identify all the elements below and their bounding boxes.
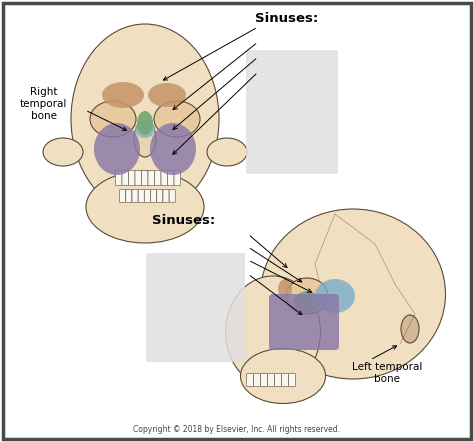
Ellipse shape	[315, 279, 355, 313]
Ellipse shape	[240, 348, 326, 404]
FancyBboxPatch shape	[151, 190, 156, 202]
Ellipse shape	[43, 138, 83, 166]
FancyBboxPatch shape	[132, 190, 138, 202]
FancyBboxPatch shape	[142, 171, 148, 186]
FancyBboxPatch shape	[254, 373, 260, 386]
FancyBboxPatch shape	[148, 171, 155, 186]
Ellipse shape	[401, 315, 419, 343]
FancyBboxPatch shape	[138, 190, 144, 202]
Ellipse shape	[135, 120, 155, 138]
Ellipse shape	[226, 276, 320, 388]
Ellipse shape	[278, 279, 292, 299]
FancyBboxPatch shape	[274, 373, 282, 386]
FancyBboxPatch shape	[135, 171, 142, 186]
FancyBboxPatch shape	[289, 373, 295, 386]
FancyBboxPatch shape	[122, 171, 128, 186]
Ellipse shape	[286, 278, 328, 314]
Ellipse shape	[134, 121, 156, 157]
Ellipse shape	[90, 101, 136, 137]
FancyBboxPatch shape	[3, 3, 471, 439]
Ellipse shape	[94, 123, 140, 175]
Ellipse shape	[148, 83, 186, 107]
FancyBboxPatch shape	[246, 373, 254, 386]
Ellipse shape	[154, 101, 200, 137]
FancyBboxPatch shape	[268, 373, 274, 386]
FancyBboxPatch shape	[261, 373, 267, 386]
FancyBboxPatch shape	[126, 190, 132, 202]
Text: Copyright © 2018 by Elsevier, Inc. All rights reserved.: Copyright © 2018 by Elsevier, Inc. All r…	[134, 425, 340, 434]
FancyBboxPatch shape	[157, 190, 163, 202]
Ellipse shape	[261, 209, 446, 379]
Ellipse shape	[102, 82, 144, 108]
Text: Sinuses:: Sinuses:	[152, 214, 215, 227]
FancyBboxPatch shape	[169, 190, 175, 202]
FancyBboxPatch shape	[246, 50, 338, 174]
Ellipse shape	[71, 24, 219, 214]
FancyBboxPatch shape	[163, 190, 169, 202]
FancyBboxPatch shape	[119, 190, 126, 202]
Ellipse shape	[86, 171, 204, 243]
FancyBboxPatch shape	[174, 171, 181, 186]
FancyBboxPatch shape	[155, 171, 161, 186]
FancyBboxPatch shape	[282, 373, 288, 386]
Text: Left temporal
bone: Left temporal bone	[352, 362, 422, 384]
FancyBboxPatch shape	[128, 171, 135, 186]
FancyBboxPatch shape	[167, 171, 174, 186]
Ellipse shape	[137, 111, 153, 135]
Ellipse shape	[150, 123, 196, 175]
FancyBboxPatch shape	[146, 253, 245, 362]
Ellipse shape	[207, 138, 247, 166]
FancyBboxPatch shape	[269, 294, 339, 350]
FancyBboxPatch shape	[161, 171, 167, 186]
Text: Right
temporal
bone: Right temporal bone	[20, 88, 67, 121]
Text: Sinuses:: Sinuses:	[255, 12, 318, 25]
Ellipse shape	[294, 291, 320, 313]
FancyBboxPatch shape	[116, 171, 122, 186]
FancyBboxPatch shape	[145, 190, 150, 202]
